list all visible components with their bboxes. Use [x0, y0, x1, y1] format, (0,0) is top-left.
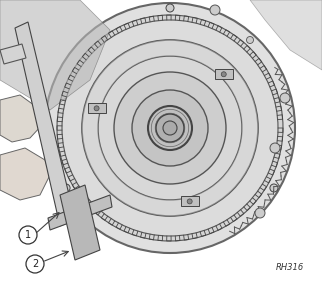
Circle shape [247, 37, 253, 43]
Circle shape [156, 114, 184, 142]
Circle shape [19, 226, 37, 244]
Circle shape [148, 106, 192, 150]
Polygon shape [0, 148, 50, 200]
FancyBboxPatch shape [181, 196, 199, 206]
Circle shape [82, 40, 258, 216]
Circle shape [166, 4, 174, 12]
Text: 2: 2 [32, 259, 38, 269]
Circle shape [270, 184, 278, 192]
Text: 1: 1 [25, 230, 31, 240]
FancyBboxPatch shape [215, 69, 233, 79]
Circle shape [114, 72, 226, 184]
Circle shape [187, 199, 192, 204]
Circle shape [221, 72, 226, 77]
Circle shape [57, 15, 283, 241]
Polygon shape [48, 195, 112, 230]
Circle shape [210, 5, 220, 15]
Polygon shape [60, 185, 100, 260]
Circle shape [270, 143, 280, 153]
Text: RH316: RH316 [276, 263, 304, 272]
Circle shape [280, 93, 290, 103]
Circle shape [26, 255, 44, 273]
Polygon shape [0, 95, 42, 142]
Circle shape [45, 3, 295, 253]
Polygon shape [15, 22, 75, 226]
FancyBboxPatch shape [88, 103, 106, 113]
Circle shape [132, 90, 208, 166]
Polygon shape [0, 44, 26, 64]
Circle shape [62, 20, 278, 236]
Polygon shape [0, 0, 110, 110]
Polygon shape [82, 40, 258, 216]
Circle shape [62, 184, 70, 192]
Circle shape [163, 121, 177, 135]
Circle shape [98, 56, 242, 200]
Circle shape [94, 106, 99, 111]
Polygon shape [250, 0, 322, 70]
Circle shape [255, 208, 265, 218]
